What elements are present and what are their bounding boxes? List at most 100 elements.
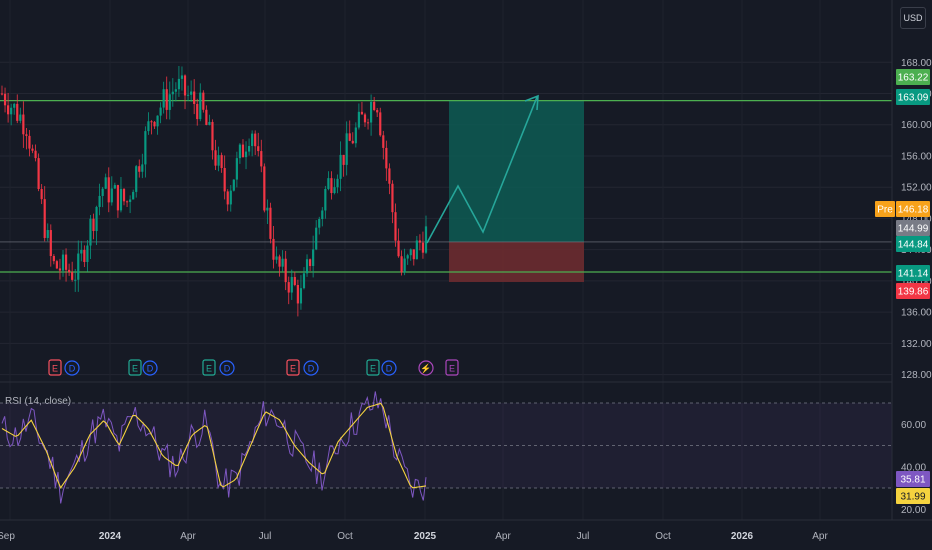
candle-body <box>125 201 129 203</box>
candle-body <box>193 91 196 104</box>
candle-body <box>418 240 421 243</box>
candle-body <box>156 115 159 127</box>
candle-body <box>7 105 10 115</box>
rsi-badge <box>896 488 930 504</box>
candle-body <box>379 112 382 136</box>
candle-body <box>86 245 89 263</box>
price-badge <box>896 69 930 85</box>
candle-body <box>333 187 336 194</box>
candle-body <box>10 107 13 115</box>
rsi-tick-label: 20.00 <box>901 505 926 516</box>
rsi-badge-label: 35.81 <box>900 475 925 486</box>
candle-body <box>0 93 4 95</box>
candle-body <box>305 259 309 274</box>
event-marker-label: E <box>449 364 455 374</box>
candle-body <box>129 199 132 202</box>
candle-body <box>403 258 406 273</box>
price-badge <box>896 220 930 236</box>
candle-body <box>43 199 46 238</box>
candle-body <box>257 146 260 152</box>
candle-body <box>220 155 223 169</box>
event-marker-label: E <box>206 364 212 374</box>
candle-body <box>290 277 293 293</box>
price-badges: 163.22163.09146.18Pre144.99144.84141.141… <box>875 69 930 504</box>
candle-body <box>278 256 281 267</box>
price-tick-label: 140.00 <box>901 276 932 287</box>
event-marker-circle <box>303 360 319 376</box>
candle-body <box>272 238 275 260</box>
profit-zone <box>449 100 584 242</box>
event-marker-circle <box>64 360 80 376</box>
candle-body <box>113 185 116 189</box>
candle-body <box>138 166 141 172</box>
time-tick-label: 2025 <box>414 531 437 542</box>
candle-body <box>241 144 245 158</box>
candle-body <box>302 273 306 289</box>
candle-body <box>74 279 77 281</box>
price-badge-label: 144.99 <box>898 224 929 235</box>
candle-body <box>46 230 49 238</box>
candle-body <box>321 210 324 220</box>
candle-body <box>202 92 205 110</box>
time-axis[interactable]: Sep 2024 Apr Jul Oct 2025 Apr Jul Oct 2026 Apr <box>0 519 932 542</box>
candle-body <box>132 191 135 200</box>
candle-body <box>55 261 59 269</box>
candle-body <box>266 207 269 211</box>
currency-button[interactable]: USD <box>900 7 926 29</box>
rsi-badge <box>896 471 930 487</box>
candle-body <box>58 268 62 271</box>
event-marker-label: D <box>147 364 154 374</box>
position-tool[interactable] <box>0 100 892 282</box>
candle-body <box>177 78 181 90</box>
candle-body <box>275 256 278 260</box>
candle-body <box>153 121 156 127</box>
candle-body <box>397 240 400 257</box>
rsi-line <box>1 391 427 504</box>
candle-body <box>190 91 193 95</box>
price-tick-label: 128.00 <box>901 370 932 381</box>
event-marker-circle <box>418 360 434 376</box>
event-marker-box <box>366 359 380 376</box>
candle-body <box>98 195 101 207</box>
candle-body <box>391 183 394 213</box>
candle-body <box>251 133 254 147</box>
time-tick-label: Oct <box>337 531 353 542</box>
price-badge <box>896 283 930 299</box>
candle-body <box>385 147 388 169</box>
candle-body <box>351 140 354 144</box>
candle-body <box>83 249 86 263</box>
price-tick-label: 136.00 <box>901 308 932 319</box>
candle-body <box>247 146 251 152</box>
candle-body <box>104 177 107 189</box>
candle-body <box>101 188 104 196</box>
horizontal-levels[interactable] <box>0 99 892 273</box>
candle-body <box>299 288 303 304</box>
event-marker-circle <box>142 360 158 376</box>
rsi-axis: 60.00 40.00 20.00 <box>901 420 926 516</box>
loss-zone <box>449 241 584 282</box>
rsi-title[interactable]: RSI (14, close) <box>5 396 71 407</box>
event-markers[interactable]: E D E D E D E D E D ⚡ E <box>48 359 459 376</box>
rsi-tick-label: 40.00 <box>901 462 926 473</box>
candle-body <box>37 158 40 189</box>
time-tick-label: 2024 <box>99 531 122 542</box>
candle-body <box>260 151 263 167</box>
candle-body <box>312 249 315 266</box>
candle-body <box>360 111 364 115</box>
projection-path[interactable] <box>426 94 539 244</box>
price-tick-label: 160.00 <box>901 120 932 131</box>
event-marker-label: E <box>52 364 58 374</box>
candle-body <box>409 249 412 256</box>
candle-body <box>183 75 187 96</box>
candle-body <box>122 188 126 202</box>
event-marker-label: ⚡ <box>420 363 431 375</box>
time-tick-label: Apr <box>812 531 828 542</box>
event-marker-box <box>445 359 459 376</box>
candle-body <box>61 254 65 271</box>
candle-body <box>159 107 162 116</box>
candle-body <box>382 135 385 148</box>
candle-body <box>107 177 110 203</box>
candle-body <box>327 178 330 189</box>
candle-body <box>394 212 397 241</box>
